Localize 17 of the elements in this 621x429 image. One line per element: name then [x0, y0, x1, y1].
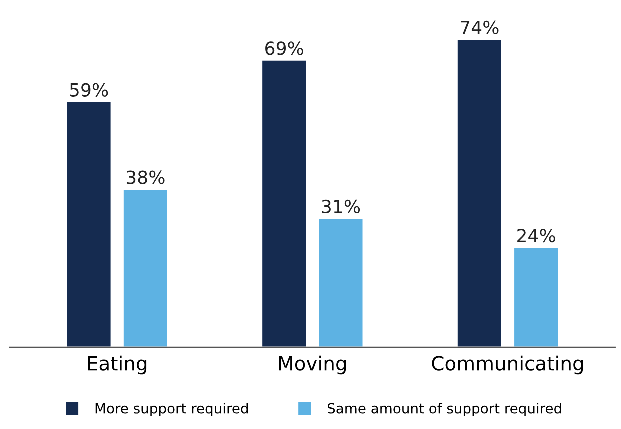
x-tick-label: Moving [279, 356, 346, 375]
legend-label: More support required [96, 403, 248, 416]
data-label: 38% [126, 170, 165, 184]
x-tick-label: Communicating [432, 356, 584, 375]
data-label: 69% [266, 42, 304, 56]
bar [122, 188, 169, 348]
bar [261, 60, 308, 348]
data-label: 24% [518, 229, 556, 243]
data-label: 59% [70, 83, 108, 97]
bar [66, 101, 112, 348]
bar [513, 246, 560, 348]
legend-label: Same amount of support required [328, 403, 562, 416]
bar [456, 38, 503, 348]
x-tick-label: Eating [88, 356, 147, 375]
bar [318, 218, 364, 348]
data-label: 74% [461, 20, 499, 35]
data-label: 31% [322, 200, 360, 214]
